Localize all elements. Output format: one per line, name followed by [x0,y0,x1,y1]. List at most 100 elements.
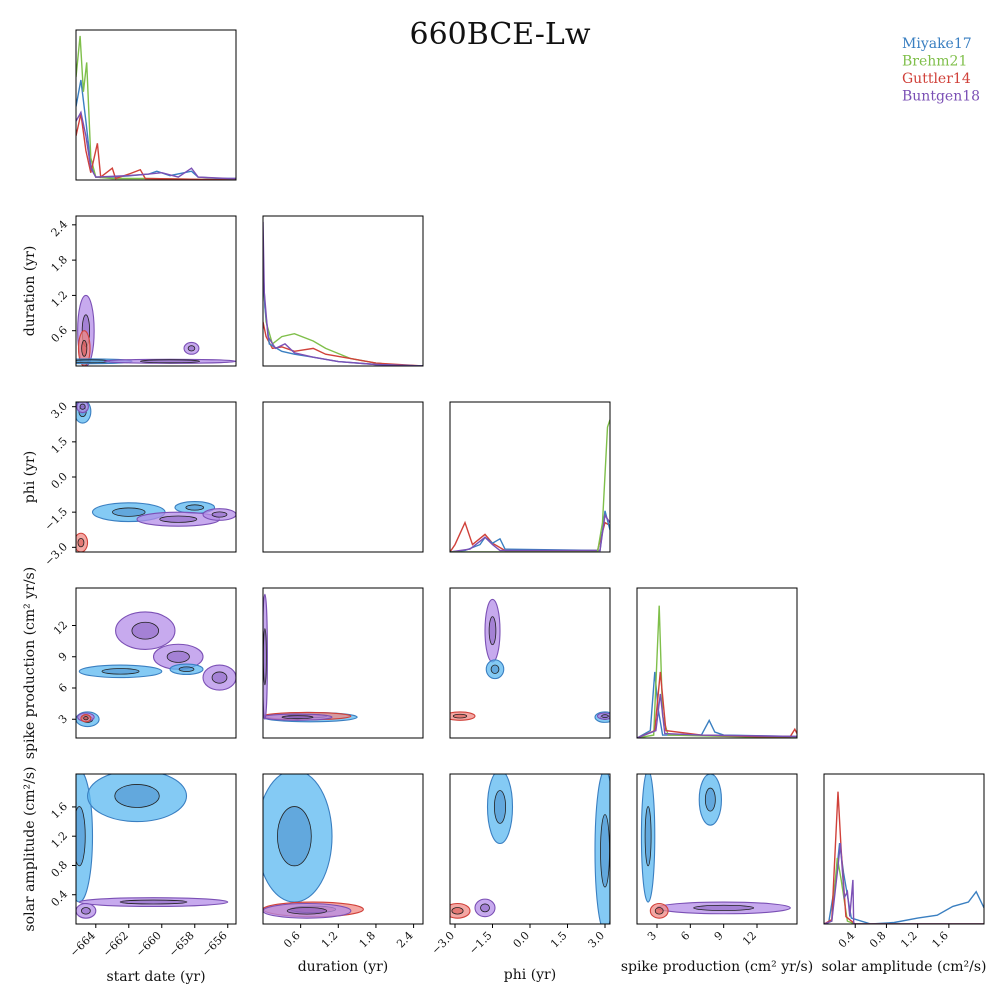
y-tick-label: 1.5 [49,435,71,457]
contour-core [286,907,328,915]
contour-core [480,903,490,913]
contour-region [76,402,89,414]
panel-r0-c0 [75,29,237,181]
y-tick-label: 1.6 [49,800,71,822]
panel-r4-c4: 0.4 0.8 1.2 1.6 solar amplitude (cm²/s) [821,773,987,975]
panel-frame [75,587,237,739]
panel-r3-c2 [449,587,611,739]
y-tick-label: −1.5 [42,505,70,533]
contour-core [601,714,609,719]
y-tick-label: 1.2 [49,829,71,851]
x-tick-label: −1.5 [467,929,495,957]
y-axis-label: solar amplitude (cm²/s) [22,766,38,931]
y-tick-label: 0.0 [49,470,71,492]
contour-region [76,532,89,552]
contour-core [488,616,497,646]
contour-core [185,504,205,511]
panel-r3-c1 [262,587,424,739]
x-tick-label: 0.8 [867,929,889,951]
panel-frame [449,773,611,925]
panel-frame [262,773,424,925]
contour-core [211,511,228,518]
contour-core [263,628,267,686]
x-tick-label: 0.6 [281,929,303,951]
x-axis-label: phi (yr) [504,967,556,983]
x-tick-label: 6 [678,929,692,943]
panel-r1-c0: 0.6 1.2 1.8 2.4 duration (yr) [22,215,237,367]
contour-core [277,806,312,867]
contour-region [169,663,204,676]
panel-frame [75,215,237,367]
marginal-curve [450,513,610,552]
contour-core [77,538,85,548]
x-axis-label: duration (yr) [298,959,389,975]
contour-region [640,774,656,903]
panel-r4-c2: −3.0 −1.5 0.0 1.5 3.0 phi (yr) [429,773,611,983]
panel-r3-c3 [636,587,798,739]
contour-region [80,714,92,723]
y-tick-label: 6 [56,681,70,695]
contour-core [451,907,464,915]
panel-r4-c3: 3 6 9 12 spike production (cm² yr/s) [621,773,813,975]
x-tick-label: −664 [67,929,98,960]
contour-core [81,340,88,357]
panel-frame [636,587,798,739]
legend-entry: Buntgen18 [902,89,980,105]
panel-frame [636,773,798,925]
marginal-curve [824,843,984,924]
x-tick-label: 2.4 [394,929,416,951]
contour-core [490,664,500,674]
contour-region [115,611,176,651]
marginal-curve [263,263,423,366]
marginal-curve [637,605,797,738]
contour-core [81,907,91,915]
legend-entry: Miyake17 [902,36,972,52]
y-tick-label: 0.4 [49,888,71,910]
contour-region [87,774,188,823]
contour-core [114,784,160,808]
contour-region [474,898,496,918]
contour-core [600,814,610,888]
y-tick-label: 0.8 [49,858,71,880]
contour-core [693,904,755,911]
y-axis-label: phi (yr) [22,451,38,503]
contour-core [644,806,652,867]
panel-r4-c0: −664 −662 −660 −658 −656 start date (yr) 0.4 0.… [22,766,237,985]
contour-core [139,359,201,364]
x-axis-label: spike production (cm² yr/s) [621,959,813,975]
x-tick-label: 0.0 [511,929,533,951]
panel-r3-c0: 3 6 9 12 spike production (cm² yr/s) [22,567,237,759]
contour-core [166,650,190,663]
panel-r2-c1 [262,401,424,553]
contour-region [202,508,236,521]
y-tick-label: −3.0 [42,540,70,568]
x-tick-label: −662 [100,929,131,960]
panels: 0.6 1.2 1.8 2.4 duration (yr) −3.0 −1.5 0.0 1.5 3… [22,29,987,985]
y-tick-label: 9 [56,650,70,664]
panel-frame [75,29,237,181]
contour-region [486,774,514,845]
marginal-curve [76,35,236,180]
panel-frame [262,215,424,367]
contour-region [450,902,471,919]
y-tick-label: 0.6 [49,324,71,346]
contour-core [187,345,196,352]
marginal-curve [76,110,236,180]
contour-core [79,403,86,410]
contour-region [698,774,722,826]
contour-core [119,899,188,905]
panel-frame [823,773,985,925]
chart-title: 660BCE-Lw [409,17,590,52]
panel-frame [449,401,611,553]
contour-region [202,664,236,691]
contour-region [450,711,476,721]
contour-core [493,790,507,824]
x-tick-label: −3.0 [429,929,457,957]
x-tick-label: 9 [712,929,726,943]
panel-r1-c1 [262,215,424,367]
marginal-curve [263,221,423,366]
marginal-curve [263,321,423,366]
contour-core [281,715,314,720]
